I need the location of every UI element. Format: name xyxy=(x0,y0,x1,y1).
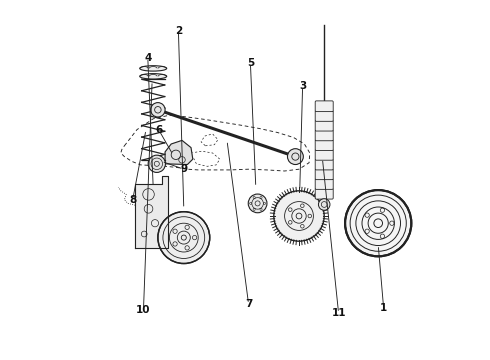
FancyBboxPatch shape xyxy=(315,179,333,189)
Text: 3: 3 xyxy=(299,81,306,91)
Polygon shape xyxy=(135,176,168,248)
FancyBboxPatch shape xyxy=(315,111,333,121)
Text: 4: 4 xyxy=(144,53,151,63)
Circle shape xyxy=(148,155,166,172)
FancyBboxPatch shape xyxy=(315,101,333,112)
Circle shape xyxy=(158,212,210,264)
FancyBboxPatch shape xyxy=(315,159,333,170)
Text: 5: 5 xyxy=(247,58,254,68)
Polygon shape xyxy=(165,140,193,165)
FancyBboxPatch shape xyxy=(315,120,333,131)
Circle shape xyxy=(318,199,330,210)
Text: 8: 8 xyxy=(129,195,136,205)
Text: 2: 2 xyxy=(175,26,182,36)
Text: 9: 9 xyxy=(180,164,187,174)
Text: 1: 1 xyxy=(380,303,387,313)
FancyBboxPatch shape xyxy=(315,130,333,141)
Circle shape xyxy=(345,190,411,256)
FancyBboxPatch shape xyxy=(315,188,333,199)
FancyBboxPatch shape xyxy=(315,169,333,180)
Text: 6: 6 xyxy=(155,125,162,135)
Circle shape xyxy=(151,103,165,117)
FancyBboxPatch shape xyxy=(315,149,333,160)
Text: 11: 11 xyxy=(331,308,346,318)
Ellipse shape xyxy=(140,74,167,79)
FancyBboxPatch shape xyxy=(315,140,333,150)
Text: 7: 7 xyxy=(245,299,252,309)
Circle shape xyxy=(288,149,303,165)
Text: 10: 10 xyxy=(136,305,151,315)
Circle shape xyxy=(248,194,267,213)
Circle shape xyxy=(274,191,324,241)
Ellipse shape xyxy=(140,66,167,71)
